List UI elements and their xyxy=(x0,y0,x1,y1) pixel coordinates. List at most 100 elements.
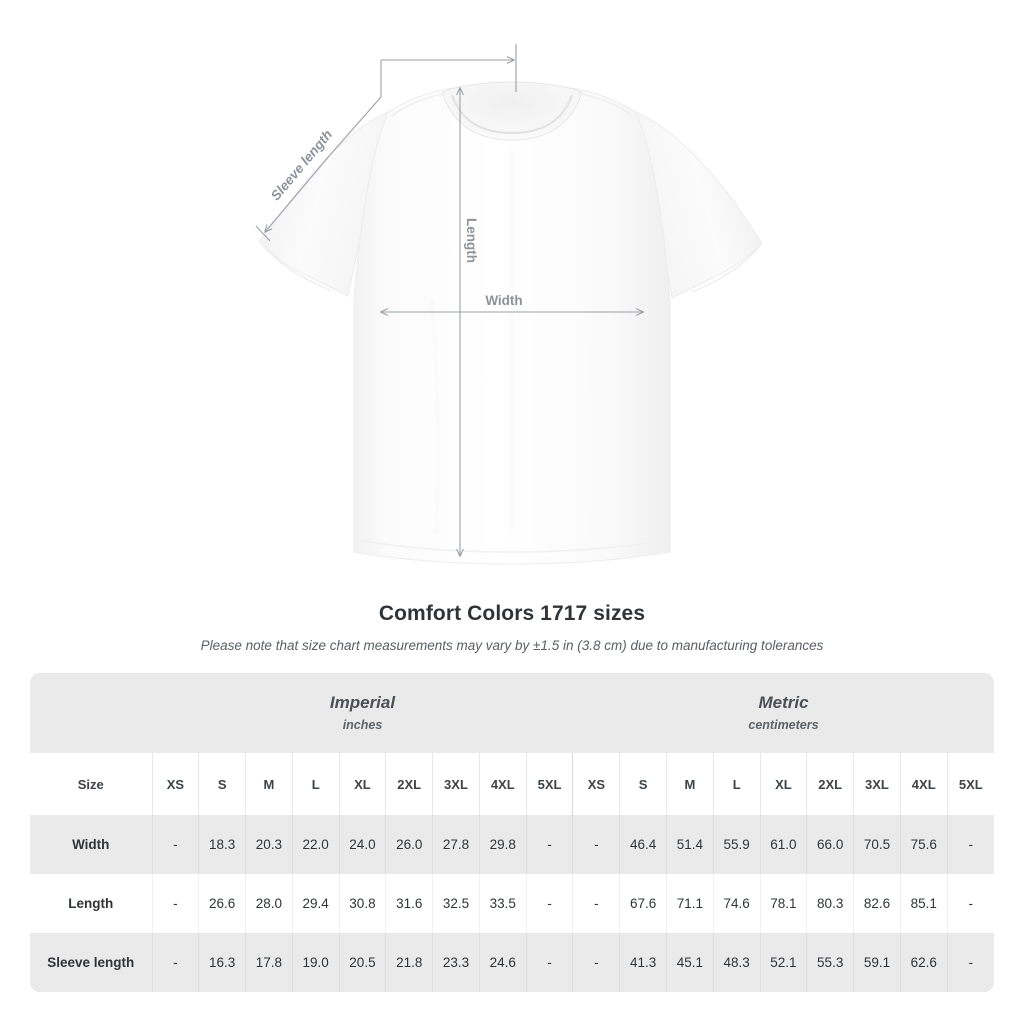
cell-imperial-s: 26.6 xyxy=(198,874,246,933)
left-shoulder-seam xyxy=(391,92,447,117)
sleeve-length-arrow xyxy=(264,96,382,233)
title-block: Comfort Colors 1717 sizes Please note th… xyxy=(0,600,1024,655)
cell-metric-5xl: - xyxy=(946,933,994,992)
unit-group-imperial: Imperial inches xyxy=(152,673,573,753)
cell-metric-2xl: 66.0 xyxy=(806,815,854,874)
cell-imperial-5xl: - xyxy=(525,815,573,874)
table-row: Sleeve length -16.3 17.8 19.0 20.5 21.8 23.3 24… xyxy=(30,933,994,992)
cell-metric-xl: 78.1 xyxy=(759,874,807,933)
size-header-imperial-s: S xyxy=(198,753,246,815)
size-header-metric-5xl: 5XL xyxy=(946,753,994,815)
size-header-metric-m: M xyxy=(666,753,714,815)
size-chart-table-wrapper: Imperial inches Metric centimeters Size XS S M L… xyxy=(30,673,994,992)
size-header-imperial-4xl: 4XL xyxy=(478,753,527,815)
cell-imperial-l: 22.0 xyxy=(291,815,340,874)
size-header-metric-2xl: 2XL xyxy=(806,753,854,815)
size-header-imperial-xl: XL xyxy=(338,753,386,815)
cell-imperial-m: 20.3 xyxy=(245,815,293,874)
cell-imperial-xl: 30.8 xyxy=(338,874,386,933)
cell-imperial-xl: 24.0 xyxy=(338,815,386,874)
sleeve-length-measure xyxy=(255,44,517,242)
unit-group-title: Metric xyxy=(758,693,809,712)
cell-metric-m: 51.4 xyxy=(666,815,714,874)
cell-imperial-2xl: 21.8 xyxy=(385,933,433,992)
size-chart-table: Imperial inches Metric centimeters Size XS S M L… xyxy=(30,673,994,992)
cell-metric-5xl: - xyxy=(946,815,994,874)
unit-group-title: Imperial xyxy=(329,693,396,712)
cell-metric-2xl: 55.3 xyxy=(806,933,854,992)
size-header-metric-s: S xyxy=(619,753,667,815)
width-label: Width xyxy=(485,293,522,308)
size-header-imperial-xs: XS xyxy=(151,753,199,815)
left-sleeve-hem xyxy=(258,240,331,291)
cell-imperial-5xl: - xyxy=(525,874,573,933)
size-header-metric-4xl: 4XL xyxy=(899,753,948,815)
cell-metric-xl: 52.1 xyxy=(759,933,807,992)
length-label: Length xyxy=(464,218,479,263)
size-header-imperial-3xl: 3XL xyxy=(432,753,480,815)
cell-metric-2xl: 80.3 xyxy=(806,874,854,933)
cell-metric-l: 74.6 xyxy=(712,874,761,933)
tshirt-diagram: Sleeve length Length Width xyxy=(255,44,763,565)
table-row: Width -18.3 20.3 22.0 24.0 26.0 27.8 29.8- -46.4… xyxy=(30,815,994,874)
unit-group-metric: Metric centimeters xyxy=(572,673,994,753)
cell-imperial-4xl: 33.5 xyxy=(478,874,527,933)
cell-imperial-l: 19.0 xyxy=(291,933,340,992)
unit-group-header-row: Imperial inches Metric centimeters xyxy=(30,673,994,753)
cell-imperial-xs: - xyxy=(151,874,199,933)
cell-imperial-s: 16.3 xyxy=(198,933,246,992)
group-header-spacer xyxy=(30,673,152,753)
cell-metric-xs: - xyxy=(572,815,620,874)
table-row: Length -26.6 28.0 29.4 30.8 31.6 32.5 33.5- -67.… xyxy=(30,874,994,933)
bottom-hem xyxy=(355,539,669,553)
cell-imperial-s: 18.3 xyxy=(198,815,246,874)
size-header-imperial-5xl: 5XL xyxy=(525,753,573,815)
cell-metric-4xl: 75.6 xyxy=(899,815,948,874)
size-header-metric-3xl: 3XL xyxy=(853,753,901,815)
cell-metric-5xl: - xyxy=(946,874,994,933)
cell-imperial-m: 28.0 xyxy=(245,874,293,933)
cell-metric-xs: - xyxy=(572,933,620,992)
shirt-silhouette xyxy=(258,81,763,565)
cell-metric-3xl: 59.1 xyxy=(853,933,901,992)
cell-imperial-5xl: - xyxy=(525,933,573,992)
size-header-imperial-2xl: 2XL xyxy=(385,753,433,815)
cell-imperial-3xl: 32.5 xyxy=(432,874,480,933)
sleeve-length-end-tick xyxy=(255,225,271,242)
fold-left xyxy=(430,299,441,535)
page-title: Comfort Colors 1717 sizes xyxy=(378,602,646,625)
fold-right xyxy=(587,299,598,535)
cell-imperial-xs: - xyxy=(151,933,199,992)
cell-imperial-3xl: 23.3 xyxy=(432,933,480,992)
cell-metric-m: 45.1 xyxy=(666,933,714,992)
cell-imperial-m: 17.8 xyxy=(245,933,293,992)
cell-metric-xl: 61.0 xyxy=(759,815,807,874)
size-header-imperial-m: M xyxy=(245,753,293,815)
cell-metric-s: 41.3 xyxy=(619,933,667,992)
cell-imperial-l: 29.4 xyxy=(291,874,340,933)
cell-metric-s: 67.6 xyxy=(619,874,667,933)
cell-imperial-4xl: 24.6 xyxy=(478,933,527,992)
unit-group-subtitle: inches xyxy=(342,718,383,732)
cell-metric-xs: - xyxy=(572,874,620,933)
size-header-metric-l: L xyxy=(712,753,761,815)
tolerance-note: Please note that size chart measurements… xyxy=(200,638,824,653)
cell-metric-4xl: 85.1 xyxy=(899,874,948,933)
cell-imperial-2xl: 26.0 xyxy=(385,815,433,874)
right-sleeve-hem xyxy=(691,242,763,293)
cell-metric-4xl: 62.6 xyxy=(899,933,948,992)
unit-group-subtitle: centimeters xyxy=(748,718,819,732)
cell-imperial-3xl: 27.8 xyxy=(432,815,480,874)
cell-metric-l: 48.3 xyxy=(712,933,761,992)
cell-metric-s: 46.4 xyxy=(619,815,667,874)
size-column-label: Size xyxy=(30,753,152,815)
cell-metric-3xl: 70.5 xyxy=(853,815,901,874)
cell-imperial-4xl: 29.8 xyxy=(478,815,527,874)
size-header-imperial-l: L xyxy=(291,753,340,815)
cell-metric-l: 55.9 xyxy=(712,815,761,874)
size-header-row: Size XS S M L XL 2XL 3XL 4XL 5XL XS S M L XL 2XL 3XL 4XL 5… xyxy=(30,753,994,815)
cell-metric-m: 71.1 xyxy=(666,874,714,933)
measurement-label: Sleeve length xyxy=(30,933,152,992)
measurement-label: Width xyxy=(30,815,152,874)
